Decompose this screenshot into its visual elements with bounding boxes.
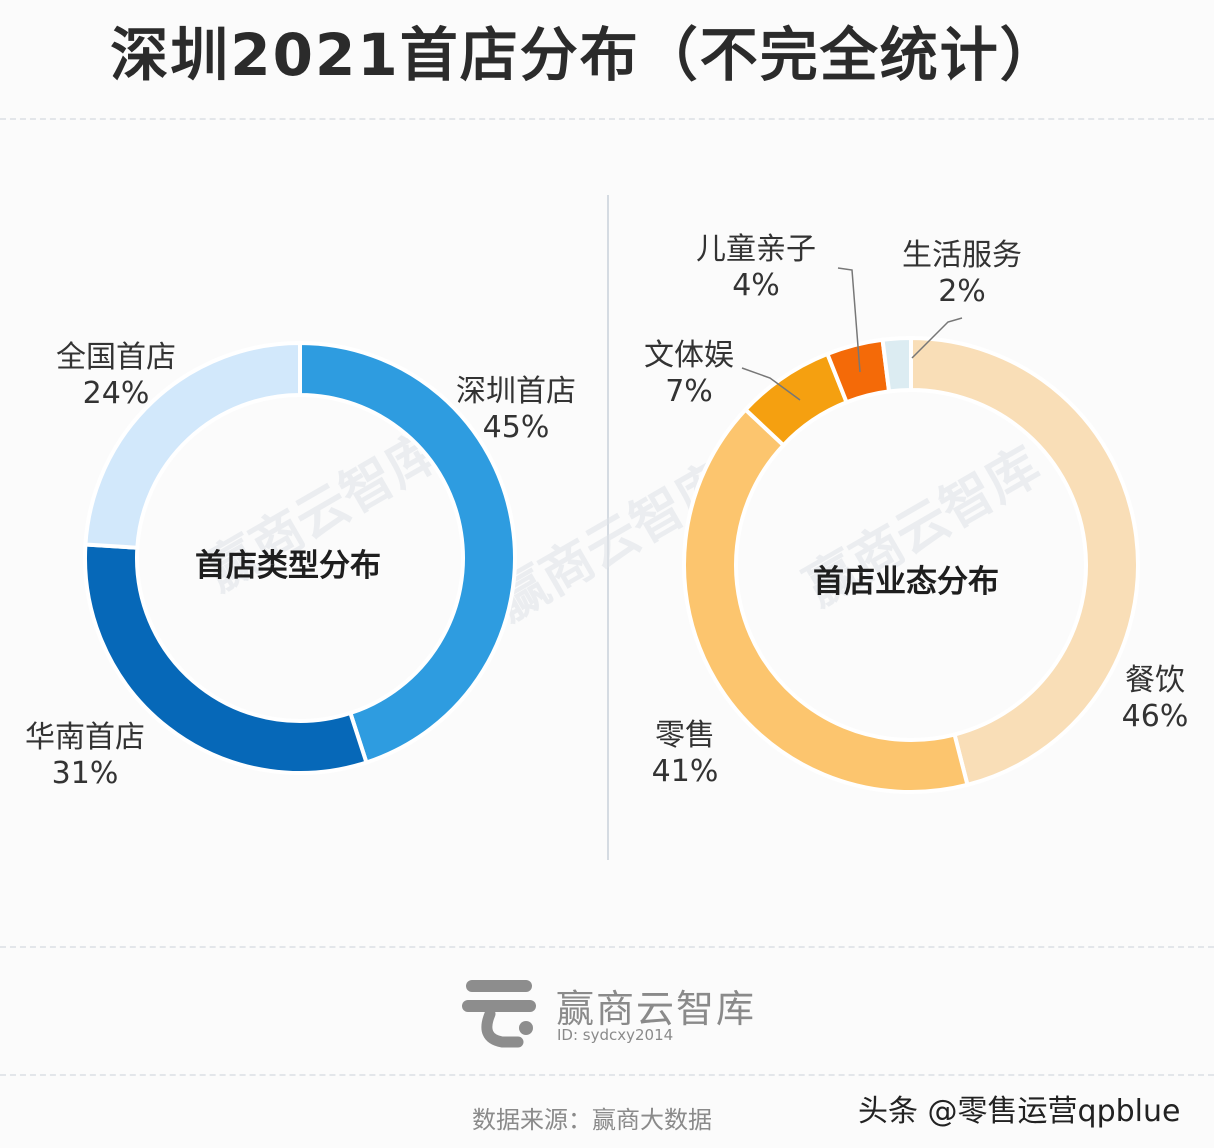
label-quanguo: 全国首店 24% — [48, 340, 184, 412]
label-shenzhen-name: 深圳首店 — [456, 374, 576, 409]
leader-wentiyu — [741, 367, 801, 401]
label-huanan-pct: 31% — [51, 756, 119, 791]
divider-middle — [0, 946, 1214, 948]
donut2-center-label: 首店业态分布 — [813, 564, 999, 600]
logo-id: ID: sydcxy2014 — [557, 1026, 674, 1044]
label-ertong-pct: 4% — [732, 268, 780, 303]
label-shenzhen: 深圳首店 45% — [448, 374, 584, 446]
label-shenzhen-pct: 45% — [482, 410, 550, 445]
label-lingshou: 零售 41% — [640, 718, 730, 790]
label-wentiyu-name: 文体娱 — [644, 338, 734, 373]
label-lingshou-name: 零售 — [655, 718, 715, 753]
label-shenghuo-name: 生活服务 — [902, 238, 1022, 273]
label-canyin-pct: 46% — [1121, 699, 1189, 734]
divider-top — [0, 118, 1214, 120]
logo-name: 赢商云智库 — [556, 987, 757, 1031]
label-wentiyu-pct: 7% — [665, 374, 713, 409]
donut1-slice-1 — [83, 542, 369, 775]
label-quanguo-pct: 24% — [82, 376, 150, 411]
label-ertong: 儿童亲子 4% — [688, 232, 824, 304]
divider-vertical — [607, 195, 609, 860]
label-huanan: 华南首店 31% — [18, 720, 152, 792]
data-source: 数据来源：赢商大数据 — [472, 1106, 712, 1134]
donut-store-type — [83, 340, 517, 775]
donut2-slice-0 — [909, 335, 1140, 788]
label-ertong-name: 儿童亲子 — [696, 232, 816, 267]
donut1-slice-0 — [298, 340, 517, 765]
label-quanguo-name: 全国首店 — [56, 340, 176, 375]
donut1-center-label: 首店类型分布 — [195, 548, 381, 584]
label-huanan-name: 华南首店 — [25, 720, 145, 755]
leader-shenghuo — [911, 317, 963, 359]
leader-lines — [741, 267, 963, 401]
label-canyin-name: 餐饮 — [1125, 663, 1185, 698]
logo-icon — [462, 980, 536, 1048]
credit-text: 头条 @零售运营qpblue — [858, 1094, 1181, 1129]
label-lingshou-pct: 41% — [651, 754, 719, 789]
donut2-slice-4 — [880, 335, 913, 394]
divider-bottom — [0, 1074, 1214, 1076]
leader-ertong — [837, 267, 861, 373]
donut1-slice-2 — [83, 340, 302, 550]
donut-store-format — [682, 335, 1140, 794]
label-wentiyu: 文体娱 7% — [634, 338, 744, 410]
page-title: 深圳2021首店分布（不完全统计） — [110, 21, 1060, 89]
label-shenghuo: 生活服务 2% — [894, 238, 1030, 310]
donut2-slice-1 — [682, 406, 970, 794]
label-canyin: 餐饮 46% — [1110, 663, 1200, 735]
label-shenghuo-pct: 2% — [938, 274, 986, 309]
